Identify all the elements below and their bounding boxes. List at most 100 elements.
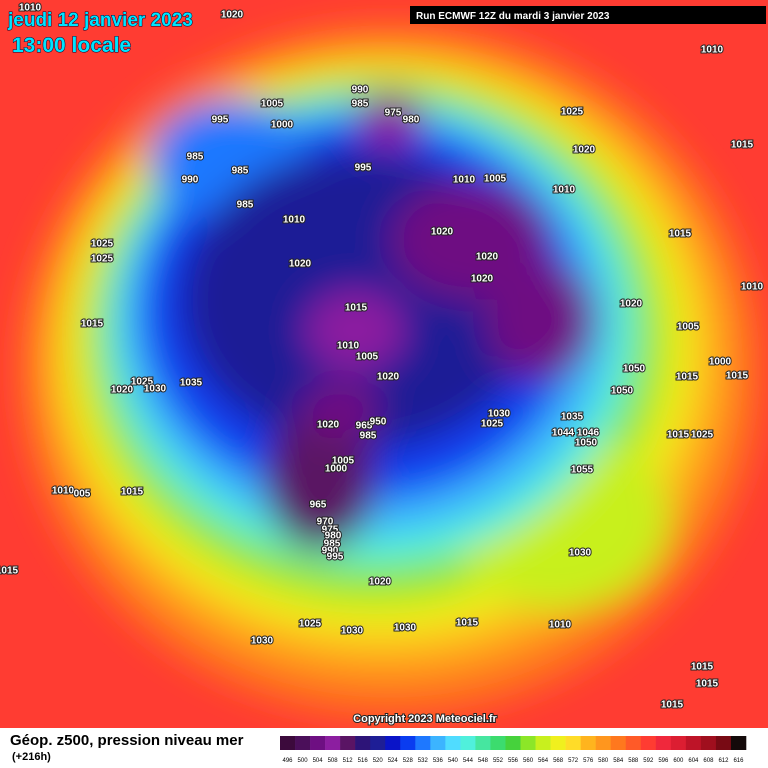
scale-swatch (565, 736, 581, 750)
isobar-label: 1000 (271, 120, 294, 131)
geopotential-field (20, 25, 760, 715)
scale-swatch (385, 736, 401, 750)
isobar-label: 1020 (317, 420, 340, 431)
scale-swatch (400, 736, 416, 750)
isobar-label: 1025 (561, 107, 584, 118)
isobar-label: 1020 (111, 385, 134, 396)
isobar-label: 1020 (431, 227, 454, 238)
isobar-label: 980 (325, 531, 342, 542)
scale-swatch (280, 736, 296, 750)
scale-swatch (475, 736, 491, 750)
isobar-label: 985 (187, 152, 204, 163)
isobar-label: 985 (237, 200, 254, 211)
isobar-label: 1020 (476, 252, 499, 263)
scale-swatch (535, 736, 551, 750)
scale-label: 612 (718, 758, 729, 764)
scale-swatch (550, 736, 566, 750)
isobar-label: 1010 (741, 282, 764, 293)
isobar-label: 1020 (289, 259, 312, 270)
scale-swatch (730, 736, 747, 750)
isobar-label: 1030 (394, 623, 417, 634)
scale-label: 516 (358, 758, 369, 764)
isobar-label: 1030 (341, 626, 364, 637)
scale-label: 500 (298, 758, 309, 764)
isobar-label: 950 (370, 417, 387, 428)
isobar-label: 1015 (731, 140, 754, 151)
isobar-label: 1025 (91, 239, 114, 250)
isobar-label: 965 (356, 421, 373, 432)
scale-label: 560 (523, 758, 534, 764)
isobar-label: 1015 (676, 372, 699, 383)
isobar-label: 1025 (481, 419, 504, 430)
scale-label: 504 (313, 758, 324, 764)
color-scale: 496 500 504 508 512 516 520 524 528 532 536 540 544 5… (280, 736, 747, 764)
scale-swatch (355, 736, 371, 750)
scale-swatch (610, 736, 627, 750)
isobar-label: 995 (212, 115, 229, 126)
scale-label: 572 (568, 758, 579, 764)
isobar-label: 1015 (121, 487, 144, 498)
scale-label: 544 (463, 758, 474, 764)
isobar-label: 990 (182, 175, 199, 186)
scale-swatch (520, 736, 536, 750)
isobar-label: 990 (352, 85, 369, 96)
isobar-label: 1025 (299, 619, 322, 630)
isobar-label: 1055 (571, 465, 594, 476)
isobar-label: 1010 (337, 341, 360, 352)
scale-swatch (340, 736, 356, 750)
isobar-label: 1020 (221, 10, 244, 21)
scale-label: 540 (448, 758, 459, 764)
scale-swatch (445, 736, 461, 750)
scale-label: 608 (703, 758, 714, 764)
isobar-label: 1010 (553, 185, 576, 196)
isobar-label: 1015 (661, 700, 684, 711)
isobar-label: 1035 (180, 378, 203, 389)
isobar-label: 1020 (377, 372, 400, 383)
scale-label: 596 (658, 758, 669, 764)
isobar-label: 1010 (701, 45, 724, 56)
isobar-label: 1050 (611, 386, 634, 397)
isobar-label: 1005 (484, 174, 507, 185)
isobar-label: 980 (403, 115, 420, 126)
lead-time: (+216h) (12, 751, 51, 763)
isobar-label: 985 (324, 539, 341, 550)
isobar-label: 1010 (52, 486, 75, 497)
isobar-label: 995 (355, 163, 372, 174)
scale-swatch (370, 736, 386, 750)
isobar-label: 1020 (573, 145, 596, 156)
scale-swatch (415, 736, 431, 750)
scale-label: 576 (583, 758, 594, 764)
scale-label: 512 (343, 758, 354, 764)
isobar-label: 1005 (261, 99, 284, 110)
isobar-label: 005 (74, 489, 91, 500)
isobar-label: 1025 (691, 430, 714, 441)
scale-swatch (715, 736, 732, 750)
scale-label: 524 (388, 758, 399, 764)
isobar-label: 1015 (0, 566, 19, 577)
scale-swatch (640, 736, 657, 750)
run-box (410, 6, 766, 24)
scale-swatch (460, 736, 476, 750)
scale-swatch (685, 736, 702, 750)
isobar-label: 1015 (667, 430, 690, 441)
scale-label: 588 (628, 758, 639, 764)
isobar-label: 1035 (561, 412, 584, 423)
scale-swatch (580, 736, 596, 750)
isobar-label: 1015 (691, 662, 714, 673)
scale-label: 556 (508, 758, 519, 764)
scale-swatch (490, 736, 506, 750)
isobar-label: 1025 (131, 377, 154, 388)
scale-label: 592 (643, 758, 654, 764)
isobar-label: 1030 (144, 384, 167, 395)
isobar-label: 1010 (549, 620, 572, 631)
scale-label: 604 (688, 758, 699, 764)
scale-label: 616 (733, 758, 744, 764)
isobar-label: 985 (232, 166, 249, 177)
isobar-label: 1030 (488, 409, 511, 420)
scale-label: 496 (283, 758, 294, 764)
scale-label: 600 (673, 758, 684, 764)
isobar-label: 985 (352, 99, 369, 110)
scale-label: 520 (373, 758, 384, 764)
isobar-label: 1050 (623, 364, 646, 375)
isobar-label: 1000 (325, 464, 348, 475)
